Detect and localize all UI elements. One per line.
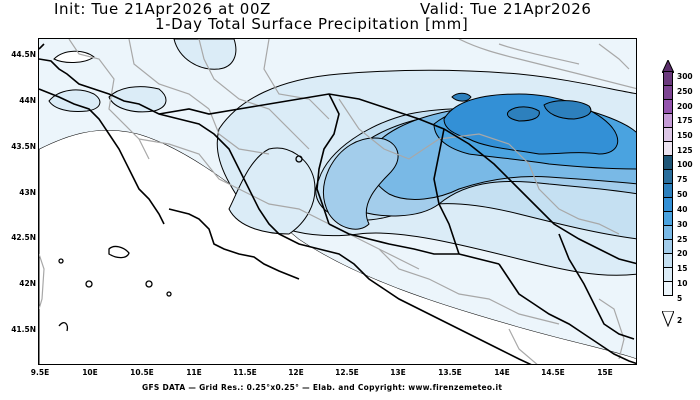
colorbar-cell xyxy=(663,267,673,282)
colorbar-label: 40 xyxy=(677,205,688,214)
colorbar-label: 5 xyxy=(677,294,683,303)
lat-label-43-5: 43.5N xyxy=(11,142,36,151)
colorbar-cell xyxy=(663,239,673,254)
lon-label-11: 11E xyxy=(186,368,202,377)
colorbar-label: 25 xyxy=(677,235,688,244)
colorbar-cell xyxy=(663,99,673,114)
colorbar-label: 250 xyxy=(677,87,693,96)
map-canvas xyxy=(39,39,636,364)
colorbar-label: 20 xyxy=(677,249,688,258)
colorbar-label: 10 xyxy=(677,279,688,288)
colorbar-cell xyxy=(663,71,673,86)
colorbar-label: 125 xyxy=(677,146,693,155)
lon-label-15: 15E xyxy=(597,368,613,377)
colorbar xyxy=(663,71,673,296)
data-credit: GFS DATA — Grid Res.: 0.25°x0.25° — Elab… xyxy=(142,383,503,392)
colorbar-cell xyxy=(663,253,673,268)
colorbar-cell xyxy=(663,183,673,198)
lat-label-41-5: 41.5N xyxy=(11,325,36,334)
lon-label-10-5: 10.5E xyxy=(130,368,154,377)
colorbar-label: 75 xyxy=(677,175,688,184)
precipitation-map xyxy=(38,38,637,365)
lat-label-42-5: 42.5N xyxy=(11,233,36,242)
colorbar-label: 175 xyxy=(677,116,693,125)
colorbar-cell xyxy=(663,169,673,184)
colorbar-over-arrow-icon xyxy=(662,60,674,73)
colorbar-cell xyxy=(663,225,673,240)
init-time: Init: Tue 21Apr2026 at 00Z xyxy=(54,0,271,18)
lat-label-43: 43N xyxy=(19,188,36,197)
colorbar-cell xyxy=(663,113,673,128)
colorbar-cell xyxy=(663,197,673,212)
colorbar-label: 15 xyxy=(677,264,688,273)
lon-label-13: 13E xyxy=(390,368,406,377)
colorbar-label: 30 xyxy=(677,220,688,229)
colorbar-cell xyxy=(663,281,673,296)
colorbar-cell xyxy=(663,211,673,226)
lon-label-13-5: 13.5E xyxy=(438,368,462,377)
lon-label-14-5: 14.5E xyxy=(541,368,565,377)
lat-label-44: 44N xyxy=(19,96,36,105)
valid-time: Valid: Tue 21Apr2026 xyxy=(420,0,592,18)
lon-label-12: 12E xyxy=(288,368,304,377)
lon-label-11-5: 11.5E xyxy=(233,368,257,377)
colorbar-cell xyxy=(663,127,673,142)
colorbar-label: 200 xyxy=(677,102,693,111)
colorbar-cell xyxy=(663,155,673,170)
colorbar-label: 150 xyxy=(677,131,693,140)
lon-label-14: 14E xyxy=(494,368,510,377)
colorbar-label: 100 xyxy=(677,160,693,169)
colorbar-cell xyxy=(663,85,673,100)
colorbar-under-arrow-icon xyxy=(662,311,674,327)
lon-label-9-5: 9.5E xyxy=(30,368,50,377)
lon-label-10: 10E xyxy=(82,368,98,377)
colorbar-cell xyxy=(663,141,673,156)
colorbar-label: 300 xyxy=(677,72,693,81)
colorbar-label: 50 xyxy=(677,190,688,199)
lon-label-12-5: 12.5E xyxy=(335,368,359,377)
lat-label-42: 42N xyxy=(19,279,36,288)
colorbar-label: 2 xyxy=(677,316,683,325)
lat-label-44-5: 44.5N xyxy=(11,50,36,59)
map-title: 1-Day Total Surface Precipitation [mm] xyxy=(155,15,469,33)
